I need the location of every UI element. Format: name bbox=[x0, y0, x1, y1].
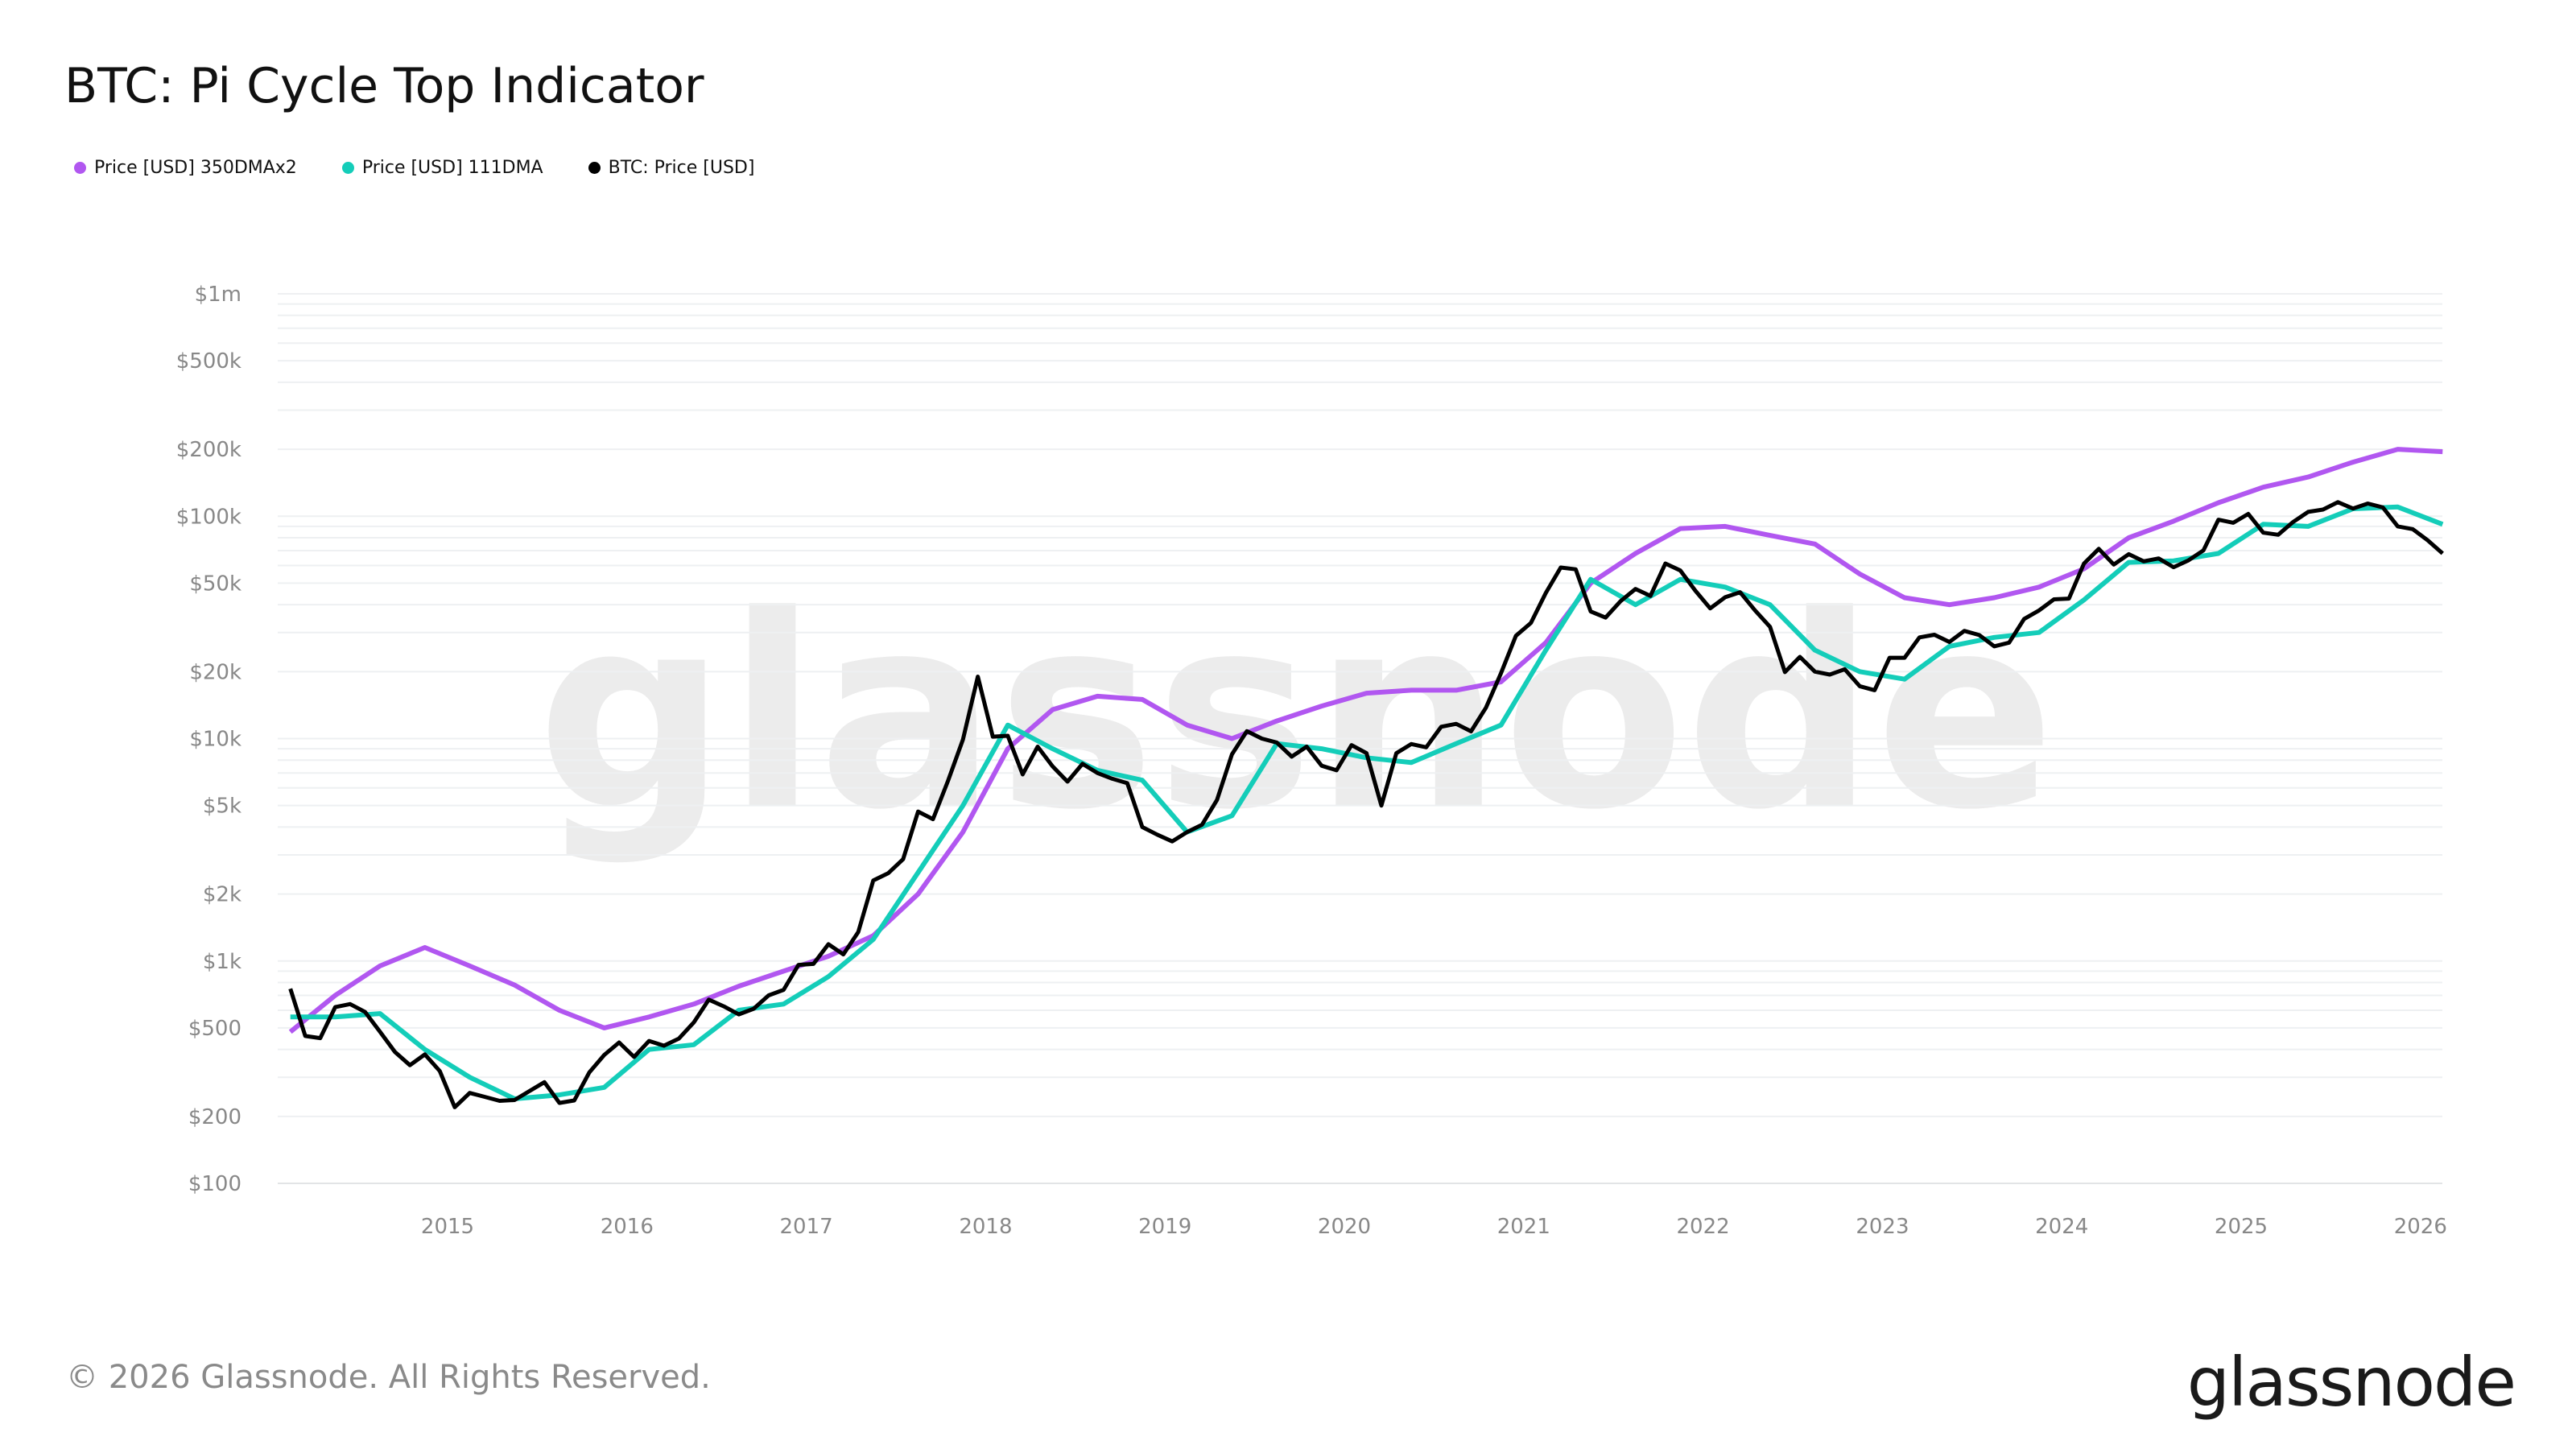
y-tick-label: $1k bbox=[203, 950, 242, 974]
y-tick-label: $5k bbox=[203, 795, 242, 819]
y-tick-label: $1m bbox=[195, 283, 242, 307]
y-tick-label: $100k bbox=[176, 505, 242, 529]
legend-dot-icon bbox=[588, 162, 601, 174]
legend-dot-icon bbox=[341, 162, 354, 174]
x-tick-label: 2022 bbox=[1677, 1215, 1730, 1239]
x-tick-label: 2024 bbox=[2035, 1215, 2088, 1239]
grid bbox=[278, 293, 2442, 1184]
y-tick-label: $50k bbox=[189, 572, 242, 596]
x-tick-label: 2015 bbox=[421, 1215, 474, 1239]
y-tick-label: $100 bbox=[188, 1172, 242, 1196]
legend-dot-icon bbox=[74, 162, 86, 174]
x-tick-label: 2016 bbox=[601, 1215, 654, 1239]
legend-item-price[interactable]: BTC: Price [USD] bbox=[588, 158, 755, 178]
x-tick-label: 2023 bbox=[1856, 1215, 1909, 1239]
y-tick-label: $2k bbox=[203, 883, 242, 907]
series-lines bbox=[288, 447, 2444, 1109]
legend-label: BTC: Price [USD] bbox=[608, 158, 755, 178]
y-axis: $1m $500k $200k $100k $50k $20k $10k $5k $2k $1k $… bbox=[176, 283, 242, 1196]
y-tick-label: $500 bbox=[188, 1017, 242, 1041]
series-line-0 bbox=[288, 447, 2443, 1034]
y-tick-label: $200k bbox=[176, 438, 242, 462]
y-tick-label: $10k bbox=[189, 728, 242, 752]
glassnode-logo: glassnode bbox=[2186, 1343, 2516, 1422]
x-tick-label: 2025 bbox=[2215, 1215, 2268, 1239]
legend: Price [USD] 350DMAx2 Price [USD] 111DMA … bbox=[74, 158, 754, 178]
series-line-2 bbox=[288, 500, 2444, 1109]
x-tick-label: 2019 bbox=[1138, 1215, 1191, 1239]
x-axis: 2015 2016 2017 2018 2019 2020 2021 2022 2023 2024… bbox=[421, 1215, 2447, 1239]
legend-item-350dma[interactable]: Price [USD] 350DMAx2 bbox=[74, 158, 297, 178]
x-tick-label: 2017 bbox=[780, 1215, 833, 1239]
chart-title: BTC: Pi Cycle Top Indicator bbox=[64, 58, 704, 114]
y-tick-label: $500k bbox=[176, 349, 242, 374]
legend-item-111dma[interactable]: Price [USD] 111DMA bbox=[341, 158, 543, 178]
y-tick-label: $200 bbox=[188, 1105, 242, 1129]
x-tick-label: 2021 bbox=[1497, 1215, 1550, 1239]
legend-label: Price [USD] 111DMA bbox=[361, 158, 543, 178]
y-tick-label: $20k bbox=[189, 660, 242, 684]
x-tick-label: 2020 bbox=[1318, 1215, 1371, 1239]
x-tick-label: 2026 bbox=[2394, 1215, 2447, 1239]
copyright: © 2026 Glassnode. All Rights Reserved. bbox=[66, 1359, 711, 1396]
legend-label: Price [USD] 350DMAx2 bbox=[94, 158, 297, 178]
x-tick-label: 2018 bbox=[959, 1215, 1012, 1239]
